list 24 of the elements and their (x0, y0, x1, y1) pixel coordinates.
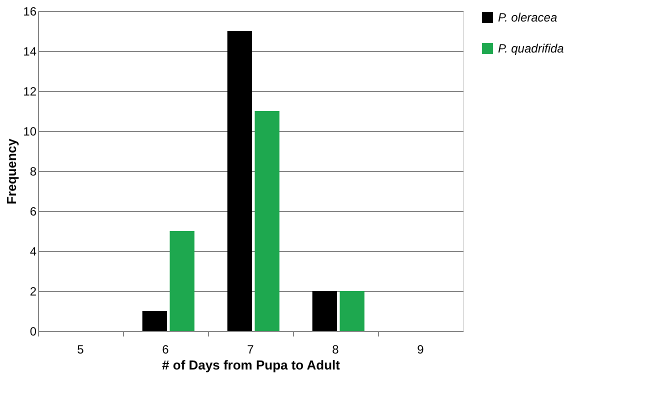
y-tick-label: 16 (23, 4, 37, 18)
bar (227, 31, 252, 331)
x-tick-label: 6 (162, 342, 170, 356)
y-tick-label: 4 (30, 244, 37, 258)
bar (340, 291, 364, 331)
x-tick-label: 9 (417, 342, 424, 356)
y-tick-label: 10 (23, 124, 37, 138)
y-tick-label: 0 (30, 324, 37, 338)
bar (312, 291, 338, 331)
y-tick-label: 14 (23, 44, 37, 58)
bar (170, 231, 194, 331)
x-tick-label: 5 (77, 342, 84, 356)
x-axis-title: # of Days from Pupa to Adult (162, 358, 341, 372)
bar (142, 311, 168, 331)
x-tick-label: 7 (247, 342, 254, 356)
y-axis-title: Frequency (4, 138, 20, 204)
y-tick-label: 2 (30, 284, 37, 298)
legend-label: P. oleracea (498, 10, 558, 24)
y-tick-label: 6 (30, 204, 37, 218)
bar (254, 111, 280, 331)
y-tick-label: 8 (30, 164, 37, 178)
legend-label: P. quadrifida (498, 42, 564, 56)
x-tick-label: 8 (332, 342, 340, 356)
y-tick-label: 12 (23, 84, 37, 98)
